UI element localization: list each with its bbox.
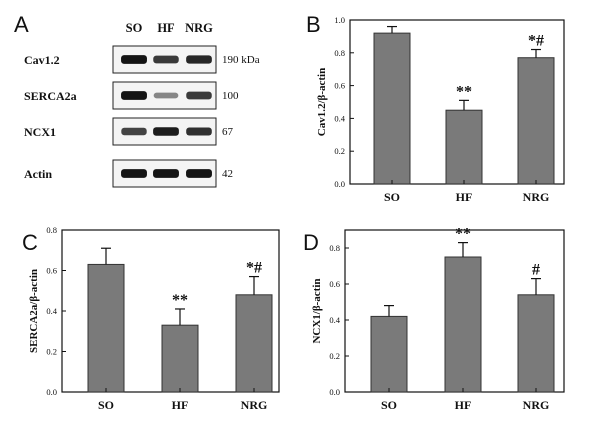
blot-band bbox=[121, 127, 147, 136]
blot-row-serca2a: SERCA2a 100 bbox=[24, 81, 239, 110]
blot-row-label: NCX1 bbox=[24, 125, 56, 139]
bar-nrg bbox=[235, 294, 273, 393]
blot-kda-label: 42 bbox=[222, 168, 233, 180]
blot-band bbox=[186, 91, 212, 100]
blot-row-label: Actin bbox=[24, 167, 52, 181]
chart-panel-b: B 0.0 0.2 0.4 0.6 0.8 1.0 Cav1.2/β-actin SO ** HF *… bbox=[306, 12, 565, 204]
blot-kda-label: 67 bbox=[222, 126, 234, 138]
y-tick-label: 0.6 bbox=[334, 81, 345, 91]
y-tick-label: 0.6 bbox=[46, 266, 57, 276]
y-tick-label: 1.0 bbox=[334, 15, 345, 25]
blot-row-label: Cav1.2 bbox=[24, 53, 60, 67]
panel-letter: C bbox=[22, 230, 38, 255]
y-axis-title: NCX1/β-actin bbox=[311, 278, 323, 343]
chart-panel-c: C 0.0 0.2 0.4 0.6 0.8 SERCA2a/β-actin SO ** HF *# N… bbox=[22, 225, 280, 412]
bar-hf bbox=[161, 324, 199, 393]
y-tick-label: 0.2 bbox=[46, 347, 57, 357]
blot-row-cav1.2: Cav1.2 190 kDa bbox=[24, 45, 260, 74]
blot-band bbox=[153, 92, 179, 99]
x-category-label: SO bbox=[384, 190, 400, 204]
y-tick-label: 0.4 bbox=[46, 306, 57, 316]
blot-band bbox=[121, 91, 147, 100]
y-tick-label: 0.8 bbox=[334, 48, 345, 58]
significance-marker: ** bbox=[172, 292, 188, 309]
y-tick-label: 0.2 bbox=[329, 351, 340, 361]
x-category-label: NRG bbox=[523, 190, 550, 204]
significance-marker: ** bbox=[455, 226, 471, 243]
blot-band bbox=[186, 55, 212, 64]
bar-nrg bbox=[517, 294, 555, 393]
x-category-label: HF bbox=[172, 398, 189, 412]
y-tick-label: 0.8 bbox=[329, 243, 340, 253]
x-category-label: NRG bbox=[241, 398, 268, 412]
y-tick-label: 0.4 bbox=[334, 113, 345, 123]
panel-letter-a: A bbox=[14, 12, 29, 37]
bar-hf bbox=[444, 256, 482, 393]
blot-band bbox=[153, 169, 179, 178]
blot-rows: Cav1.2 190 kDa SERCA2a 100 NCX1 67 Actin 42 bbox=[24, 45, 260, 188]
y-axis-title: Cav1.2/β-actin bbox=[316, 68, 328, 136]
blot-row-label: SERCA2a bbox=[24, 89, 77, 103]
significance-marker: *# bbox=[528, 33, 544, 50]
bar-so bbox=[87, 263, 125, 393]
bar-nrg bbox=[517, 57, 555, 185]
blot-lane-label-hf: HF bbox=[157, 21, 175, 35]
blot-band bbox=[153, 55, 179, 64]
bar-hf bbox=[445, 109, 483, 185]
significance-marker: *# bbox=[246, 260, 262, 277]
chart-panel-d: D 0.0 0.2 0.4 0.6 0.8 NCX1/β-actin SO ** HF # NRG bbox=[303, 226, 565, 412]
blot-band bbox=[121, 55, 147, 64]
y-tick-label: 0.6 bbox=[329, 279, 340, 289]
significance-marker: # bbox=[532, 262, 540, 279]
panel-letter: D bbox=[303, 230, 319, 255]
bar-so bbox=[373, 32, 411, 185]
y-tick-label: 0.0 bbox=[46, 387, 57, 397]
y-tick-label: 0.4 bbox=[329, 315, 340, 325]
blot-lane-label-so: SO bbox=[126, 21, 143, 35]
x-category-label: SO bbox=[98, 398, 114, 412]
significance-marker: ** bbox=[456, 83, 472, 100]
western-blot-panel: A SO HF NRG Cav1.2 190 kDa SERCA2a 100 NCX1 6… bbox=[14, 12, 260, 188]
bar-so bbox=[370, 315, 408, 393]
blot-band bbox=[186, 127, 212, 136]
blot-kda-label: 100 bbox=[222, 90, 239, 102]
y-tick-label: 0.0 bbox=[334, 179, 345, 189]
y-axis-title: SERCA2a/β-actin bbox=[28, 269, 40, 353]
blot-lane-label-nrg: NRG bbox=[185, 21, 213, 35]
blot-band bbox=[121, 169, 147, 178]
blot-row-ncx1: NCX1 67 bbox=[24, 117, 234, 146]
y-tick-label: 0.0 bbox=[329, 387, 340, 397]
panel-letter: B bbox=[306, 12, 321, 37]
x-category-label: HF bbox=[456, 190, 473, 204]
blot-kda-label: 190 kDa bbox=[222, 54, 260, 66]
x-category-label: HF bbox=[455, 398, 472, 412]
y-tick-label: 0.2 bbox=[334, 146, 345, 156]
x-category-label: NRG bbox=[523, 398, 550, 412]
x-category-label: SO bbox=[381, 398, 397, 412]
y-tick-label: 0.8 bbox=[46, 225, 57, 235]
blot-row-actin: Actin 42 bbox=[24, 159, 233, 188]
blot-band bbox=[153, 127, 179, 136]
blot-band bbox=[186, 169, 212, 178]
